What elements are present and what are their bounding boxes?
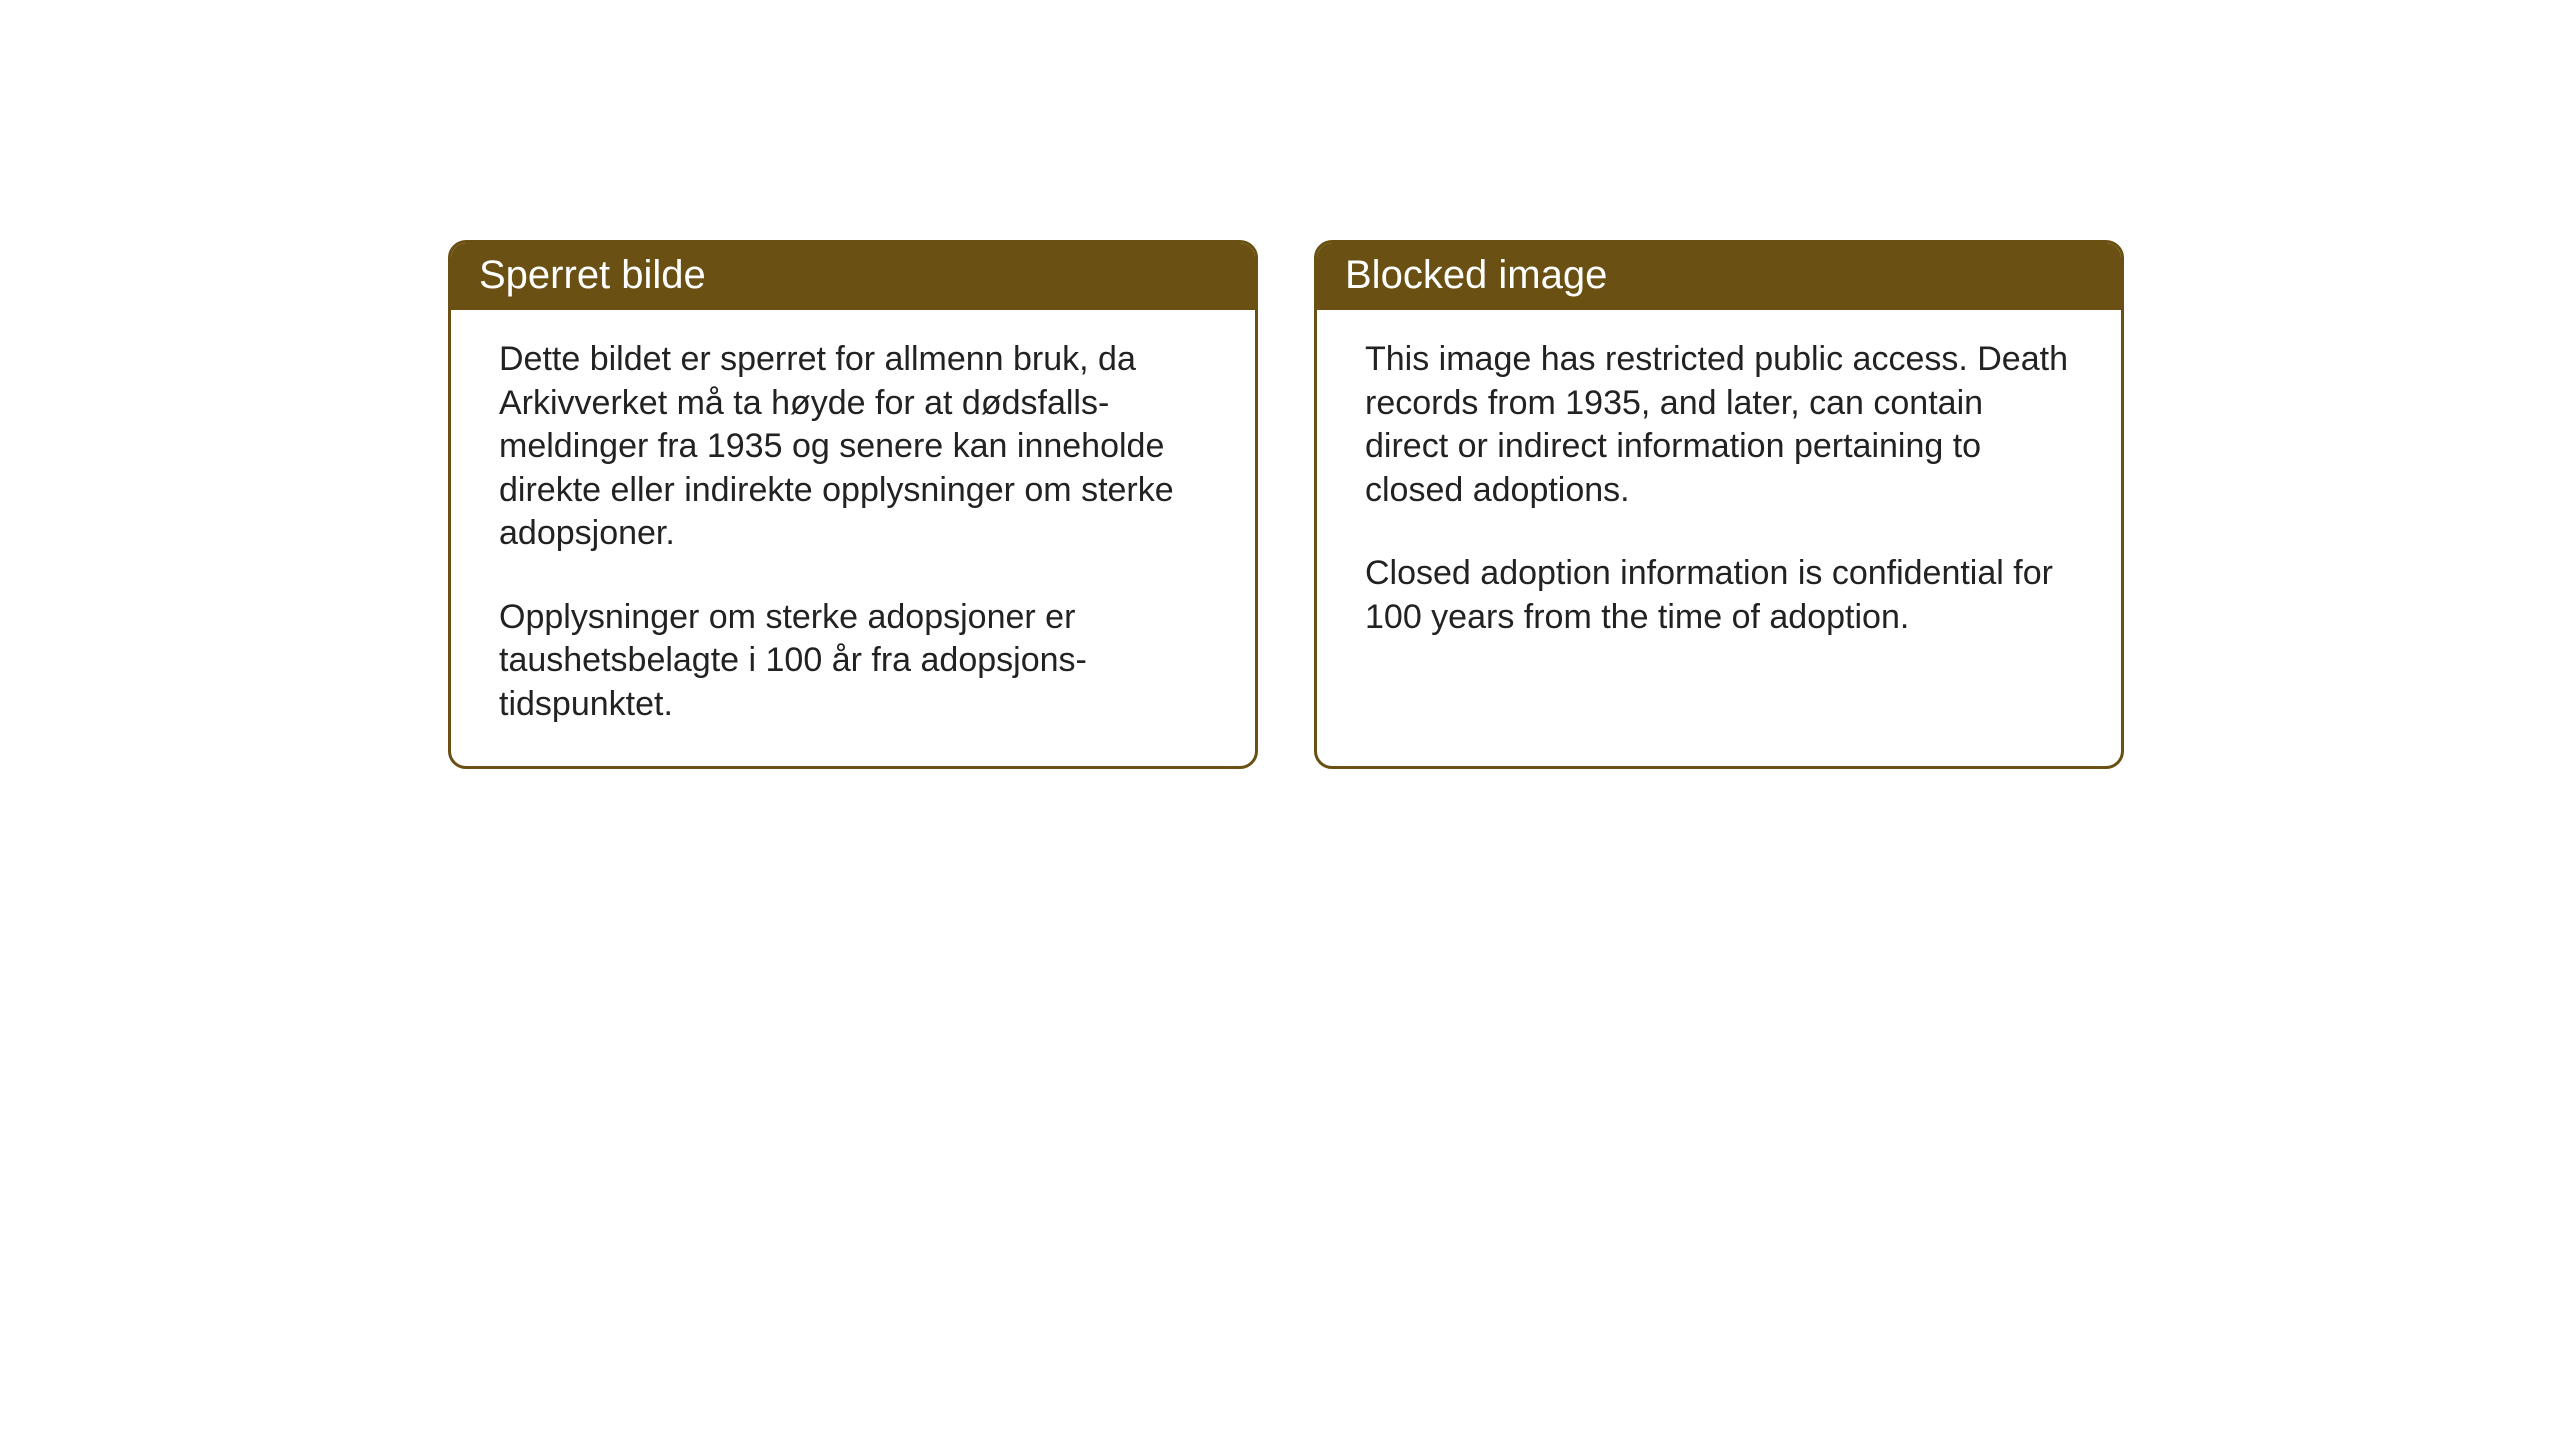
card-paragraph: Closed adoption information is confident… bbox=[1365, 552, 2073, 639]
card-title: Blocked image bbox=[1345, 253, 1607, 297]
card-paragraph: Dette bildet er sperret for allmenn bruk… bbox=[499, 338, 1207, 556]
card-header: Blocked image bbox=[1317, 243, 2121, 310]
card-body: Dette bildet er sperret for allmenn bruk… bbox=[451, 310, 1255, 766]
notice-container: Sperret bilde Dette bildet er sperret fo… bbox=[448, 240, 2124, 769]
notice-card-norwegian: Sperret bilde Dette bildet er sperret fo… bbox=[448, 240, 1258, 769]
notice-card-english: Blocked image This image has restricted … bbox=[1314, 240, 2124, 769]
card-title: Sperret bilde bbox=[479, 253, 706, 297]
card-paragraph: Opplysninger om sterke adopsjoner er tau… bbox=[499, 596, 1207, 727]
card-header: Sperret bilde bbox=[451, 243, 1255, 310]
card-body: This image has restricted public access.… bbox=[1317, 310, 2121, 750]
card-paragraph: This image has restricted public access.… bbox=[1365, 338, 2073, 512]
